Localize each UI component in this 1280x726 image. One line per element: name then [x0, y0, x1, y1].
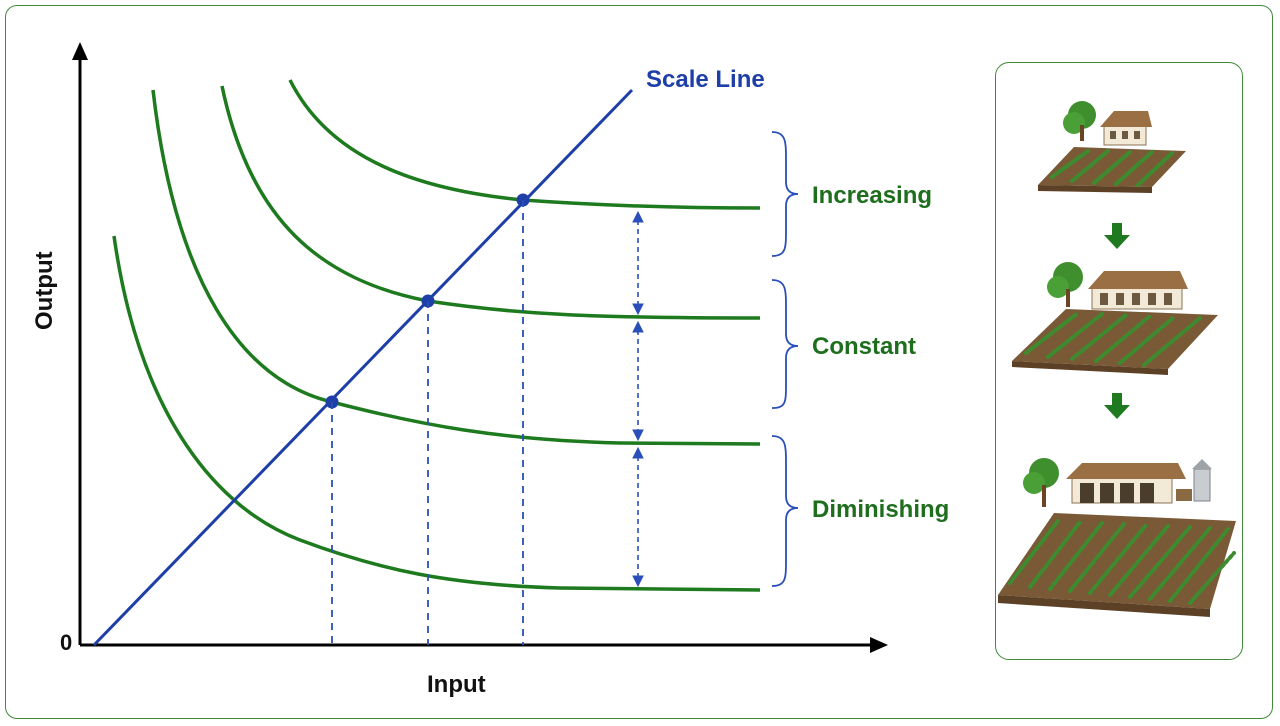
gap-arrow	[632, 210, 644, 316]
x-axis-label: Input	[427, 671, 486, 698]
gap-arrow	[632, 320, 644, 442]
brace-increasing	[771, 131, 799, 257]
label-diminishing: Diminishing	[812, 496, 949, 523]
brace-constant	[771, 279, 799, 409]
farm-growth-panel	[995, 62, 1243, 660]
gap-arrow	[632, 446, 644, 588]
down-arrow-icon	[1104, 223, 1130, 249]
down-arrow-icon	[1104, 393, 1130, 419]
curve-diminishing	[112, 235, 761, 592]
large-farm-illustration	[998, 458, 1236, 617]
label-constant: Constant	[812, 333, 916, 360]
brace-diminishing	[771, 435, 799, 587]
scale-line	[92, 88, 634, 647]
small-farm-illustration	[1038, 101, 1186, 193]
label-increasing: Increasing	[812, 182, 932, 209]
curve-middle	[220, 85, 761, 320]
medium-farm-illustration	[1012, 262, 1218, 375]
scale-line-label: Scale Line	[646, 66, 765, 93]
y-axis-arrow-icon	[72, 42, 88, 60]
x-axis-arrow-icon	[870, 637, 888, 653]
y-axis-label: Output	[31, 251, 58, 330]
curve-upper	[288, 79, 761, 210]
curve-lower	[151, 89, 761, 446]
diagram-frame	[5, 5, 1273, 719]
origin-label: 0	[60, 630, 72, 655]
